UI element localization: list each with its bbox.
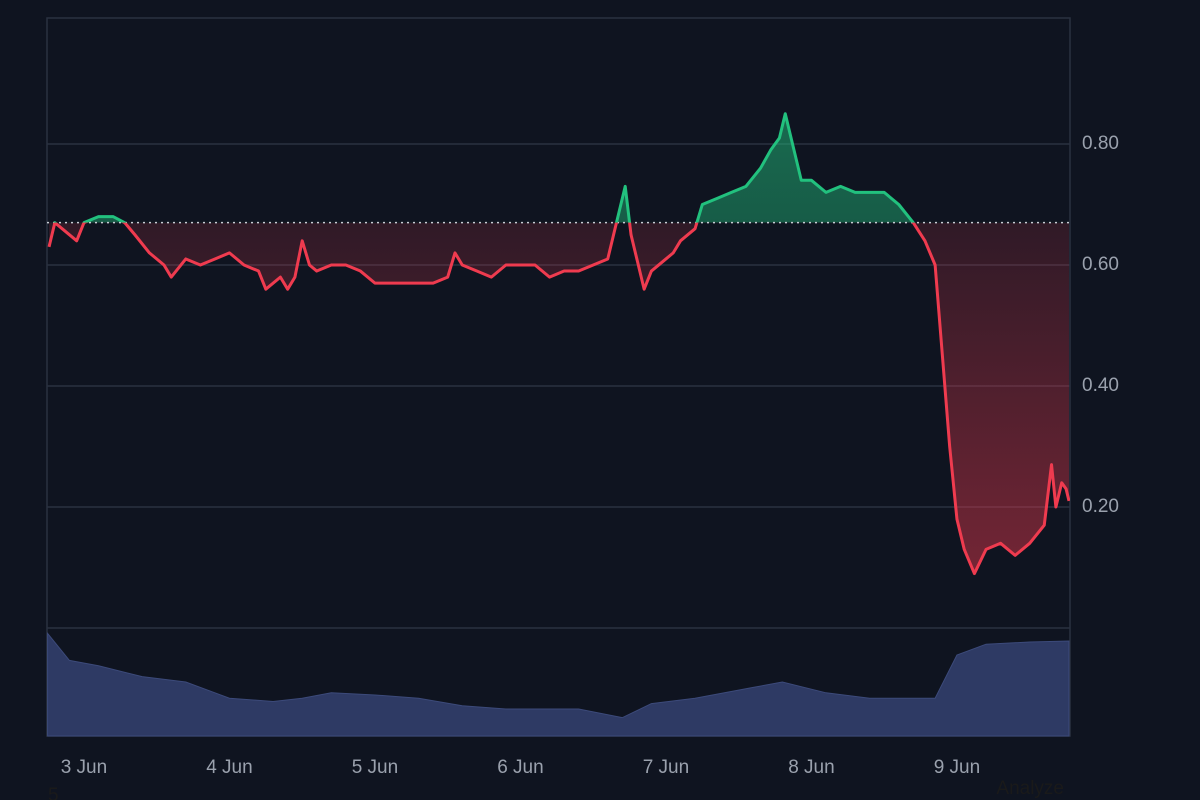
area-below-baseline: [49, 222, 1069, 574]
y-tick-label: 0.80: [1082, 133, 1119, 154]
x-tick-label: 3 Jun: [61, 757, 107, 778]
footer-right[interactable]: Analyze: [996, 778, 1064, 799]
x-tick-label: 5 Jun: [352, 757, 398, 778]
price-line-down: [47, 222, 1070, 576]
x-tick-label: 7 Jun: [643, 757, 689, 778]
x-tick-label: 9 Jun: [934, 757, 980, 778]
y-tick-label: 0.60: [1082, 254, 1119, 275]
y-tick-label: 0.40: [1082, 375, 1119, 396]
price-line-up: [53, 112, 916, 223]
y-tick-label: 0.20: [1082, 496, 1119, 517]
footer-left: 5: [48, 785, 59, 800]
x-tick-label: 8 Jun: [788, 757, 834, 778]
x-tick-label: 6 Jun: [497, 757, 543, 778]
volume-area: [47, 631, 1070, 737]
area-above-baseline: [83, 113, 914, 223]
x-tick-label: 4 Jun: [206, 757, 252, 778]
